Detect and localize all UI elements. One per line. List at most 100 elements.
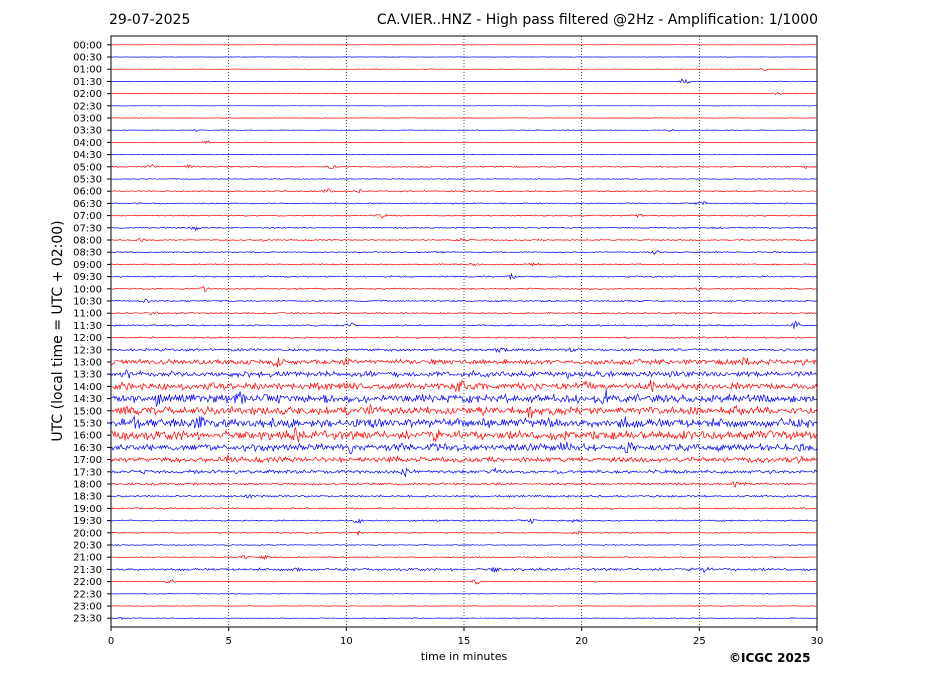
y-tick-label: 09:30 (73, 272, 102, 283)
x-tick-label: 0 (108, 636, 114, 647)
trace-row-0700 (110, 213, 818, 219)
y-tick-label: 03:00 (73, 114, 102, 125)
trace-row-2100 (110, 554, 818, 560)
y-tick-label: 02:00 (73, 89, 102, 100)
y-tick-label: 07:00 (73, 211, 102, 222)
y-tick-label: 05:30 (73, 175, 102, 186)
y-tick-label: 18:30 (73, 492, 102, 503)
y-tick-label: 17:00 (73, 455, 102, 466)
trace-row-1400 (110, 379, 818, 393)
trace-row-1630 (110, 441, 818, 455)
y-tick-label: 08:00 (73, 236, 102, 247)
y-tick-label: 11:00 (73, 309, 102, 320)
y-tick-label: 11:30 (73, 321, 102, 332)
y-tick-label: 08:30 (73, 248, 102, 259)
y-tick-label: 00:30 (73, 53, 102, 64)
trace-row-0900 (110, 262, 818, 267)
trace-row-1430 (110, 389, 818, 407)
trace-row-0600 (110, 188, 818, 194)
y-tick-label: 10:00 (73, 284, 102, 295)
copyright-label: ©ICGC 2025 (729, 651, 811, 665)
trace-row-0930 (110, 272, 818, 280)
trace-row-2330 (110, 616, 818, 621)
y-tick-label: 04:00 (73, 138, 102, 149)
y-tick-label: 03:30 (73, 126, 102, 137)
y-tick-label: 13:00 (73, 358, 102, 369)
x-tick-label: 15 (458, 636, 471, 647)
trace-row-1830 (110, 494, 818, 499)
trace-row-0100 (110, 68, 818, 72)
trace-row-2030 (110, 544, 818, 546)
trace-rows (110, 44, 818, 621)
x-tick-label: 10 (340, 636, 353, 647)
trace-row-1900 (110, 507, 818, 510)
trace-row-0500 (110, 163, 818, 170)
trace-row-0530 (111, 178, 818, 180)
trace-row-2300 (110, 605, 818, 607)
y-tick-label: 09:00 (73, 260, 102, 271)
trace-row-1000 (110, 285, 818, 293)
y-tick-label: 17:30 (73, 467, 102, 478)
trace-row-0200 (110, 91, 818, 96)
y-tick-label: 21:30 (73, 565, 102, 576)
y-tick-label: 01:00 (73, 65, 102, 76)
date-label: 29-07-2025 (109, 12, 191, 28)
plot-frame (110, 35, 818, 628)
y-tick-label: 05:00 (73, 162, 102, 173)
x-tick-label: 30 (811, 636, 824, 647)
y-tick-label: 21:00 (73, 553, 102, 564)
y-tick-label: 04:30 (73, 150, 102, 161)
trace-row-0630 (110, 201, 818, 206)
trace-row-2230 (110, 593, 817, 595)
x-tick-label: 5 (225, 636, 231, 647)
trace-row-0400 (110, 140, 817, 145)
trace-row-1530 (110, 415, 818, 429)
x-axis-ticks: 0 5 10 15 20 25 30 (108, 627, 824, 647)
trace-row-0830 (110, 249, 818, 255)
trace-row-0300 (111, 117, 818, 119)
x-tick-label: 25 (693, 636, 706, 647)
y-tick-label: 06:00 (73, 187, 102, 198)
y-tick-label: 12:30 (73, 345, 102, 356)
trace-row-1930 (110, 517, 818, 525)
y-tick-label: 01:30 (73, 77, 102, 88)
y-tick-label: 18:00 (73, 480, 102, 491)
trace-row-1100 (110, 311, 818, 316)
y-tick-label: 16:00 (73, 431, 102, 442)
y-tick-label: 23:30 (73, 614, 102, 625)
trace-row-1600 (110, 426, 818, 443)
y-tick-label: 00:00 (73, 40, 102, 51)
chart-title: CA.VIER..HNZ - High pass filtered @2Hz -… (376, 12, 818, 28)
y-tick-label: 06:30 (73, 199, 102, 210)
y-tick-label: 20:30 (73, 541, 102, 552)
y-tick-label: 07:30 (73, 223, 102, 234)
y-tick-label: 16:30 (73, 443, 102, 454)
trace-row-1500 (110, 404, 818, 418)
trace-row-1330 (110, 369, 818, 380)
trace-row-2000 (110, 529, 817, 536)
x-tick-label: 20 (575, 636, 588, 647)
y-tick-label: 15:30 (73, 419, 102, 430)
trace-row-1230 (110, 347, 818, 354)
trace-row-0330 (110, 128, 818, 132)
y-tick-label: 15:00 (73, 406, 102, 417)
x-axis-label: time in minutes (421, 650, 508, 663)
trace-row-1130 (110, 320, 818, 329)
y-tick-label: 14:30 (73, 394, 102, 405)
time-grid (228, 36, 700, 627)
y-tick-label: 02:30 (73, 101, 102, 112)
y-tick-label: 13:30 (73, 370, 102, 381)
y-tick-label: 22:30 (73, 589, 102, 600)
trace-row-0800 (110, 237, 818, 242)
y-tick-label: 14:00 (73, 382, 102, 393)
trace-row-1700 (110, 454, 818, 464)
y-tick-label: 19:00 (73, 504, 102, 515)
y-tick-label: 10:30 (73, 297, 102, 308)
trace-row-0730 (110, 226, 818, 232)
y-tick-label: 19:30 (73, 516, 102, 527)
y-tick-label: 12:00 (73, 333, 102, 344)
trace-row-0130 (110, 78, 818, 85)
trace-row-1730 (110, 467, 818, 478)
